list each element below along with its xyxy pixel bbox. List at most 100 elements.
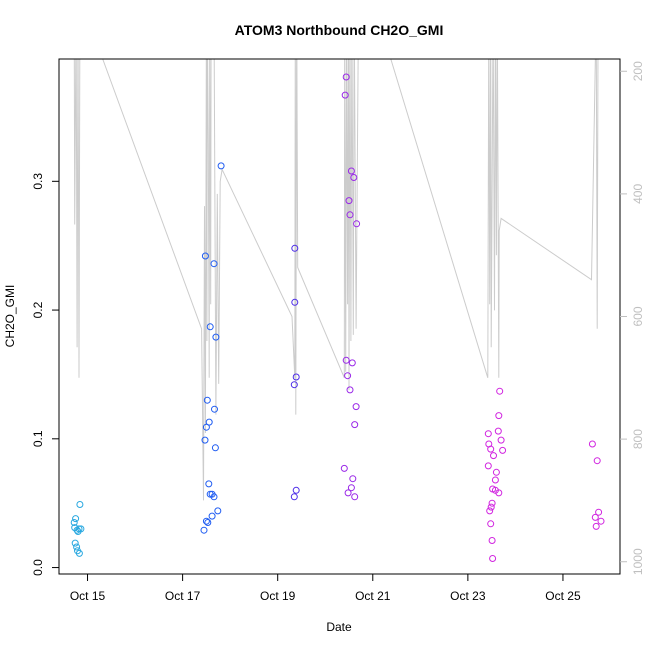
data-point bbox=[489, 555, 497, 562]
data-point bbox=[345, 197, 353, 205]
data-point bbox=[487, 503, 495, 511]
data-point bbox=[486, 507, 494, 515]
data-point bbox=[202, 423, 210, 431]
data-point bbox=[490, 452, 497, 460]
data-point bbox=[210, 260, 218, 268]
data-point bbox=[203, 396, 211, 404]
data-point bbox=[344, 372, 352, 380]
data-point bbox=[487, 520, 495, 528]
data-point bbox=[205, 418, 213, 426]
data-point bbox=[488, 499, 496, 507]
pressure-line bbox=[73, 59, 599, 501]
data-point bbox=[77, 525, 85, 533]
data-point bbox=[349, 475, 357, 483]
data-point bbox=[201, 436, 209, 444]
data-point bbox=[496, 387, 504, 395]
data-point bbox=[488, 537, 496, 544]
x-tick-label: Oct 17 bbox=[165, 589, 201, 603]
data-point bbox=[211, 405, 218, 413]
data-point bbox=[491, 486, 499, 494]
data-point bbox=[497, 436, 505, 444]
data-point bbox=[592, 522, 600, 530]
data-point bbox=[217, 162, 225, 170]
right-y-tick-label: 800 bbox=[631, 429, 645, 449]
pressure-line-layer bbox=[73, 59, 599, 501]
data-point bbox=[292, 486, 300, 494]
data-point bbox=[352, 403, 360, 411]
data-point bbox=[495, 412, 503, 420]
data-point bbox=[491, 476, 499, 484]
data-point bbox=[202, 517, 210, 525]
data-point bbox=[72, 515, 80, 523]
data-point bbox=[208, 512, 216, 520]
x-axis-label: Date bbox=[326, 620, 352, 634]
data-point bbox=[341, 91, 349, 99]
data-point bbox=[76, 501, 84, 508]
y-tick-label: 0.0 bbox=[31, 559, 45, 576]
data-point bbox=[351, 421, 359, 429]
data-point bbox=[344, 489, 352, 497]
data-point bbox=[487, 445, 495, 453]
scatter-points-layer bbox=[70, 73, 605, 562]
data-point bbox=[346, 211, 354, 219]
right-y-tick-label: 1000 bbox=[631, 548, 645, 575]
data-point bbox=[292, 373, 300, 381]
data-point bbox=[206, 323, 214, 331]
data-point bbox=[340, 464, 348, 472]
x-tick-label: Oct 23 bbox=[450, 589, 486, 603]
data-point bbox=[342, 73, 350, 81]
x-tick-label: Oct 21 bbox=[355, 589, 391, 603]
data-point bbox=[291, 244, 299, 252]
data-point bbox=[591, 513, 599, 521]
data-point bbox=[347, 167, 355, 175]
data-point bbox=[210, 493, 218, 501]
data-point bbox=[347, 484, 355, 492]
data-point bbox=[73, 543, 81, 551]
data-point bbox=[353, 220, 361, 228]
data-point bbox=[351, 493, 359, 501]
data-point bbox=[597, 517, 605, 525]
x-tick-label: Oct 19 bbox=[260, 589, 296, 603]
data-point bbox=[204, 519, 212, 526]
data-point bbox=[499, 446, 507, 454]
data-point bbox=[484, 462, 492, 470]
data-point bbox=[593, 457, 601, 465]
y-tick-label: 0.1 bbox=[31, 430, 45, 447]
data-point bbox=[200, 526, 208, 534]
y-tick-label: 0.2 bbox=[31, 301, 45, 318]
data-point bbox=[290, 493, 298, 501]
data-point bbox=[71, 539, 79, 547]
right-y-tick-label: 400 bbox=[631, 184, 645, 204]
data-point bbox=[212, 333, 220, 341]
data-point bbox=[494, 427, 502, 435]
x-axis: Oct 15 Oct 17 Oct 19 Oct 21 Oct 23 Oct 25 bbox=[70, 574, 581, 603]
data-point bbox=[214, 507, 222, 515]
data-point bbox=[73, 526, 81, 534]
x-tick-label: Oct 25 bbox=[545, 589, 581, 603]
y-axis: 0.0 0.1 0.2 0.3 bbox=[31, 173, 59, 576]
y-tick-label: 0.3 bbox=[31, 173, 45, 190]
right-y-tick-label: 200 bbox=[631, 61, 645, 81]
data-point bbox=[346, 386, 354, 394]
chart-title: ATOM3 Northbound CH2O_GMI bbox=[235, 22, 444, 38]
data-point bbox=[484, 430, 492, 438]
data-point bbox=[342, 356, 350, 364]
data-point bbox=[201, 252, 209, 260]
plot-frame bbox=[58, 58, 621, 575]
right-y-axis: 200 400 600 800 1000 bbox=[620, 61, 645, 575]
data-point bbox=[70, 519, 78, 526]
y-axis-label: CH2O_GMI bbox=[3, 285, 17, 348]
data-point bbox=[290, 381, 298, 389]
data-point bbox=[492, 468, 500, 476]
right-y-tick-label: 600 bbox=[631, 306, 645, 326]
data-point bbox=[348, 359, 356, 367]
data-point bbox=[350, 174, 358, 181]
data-point bbox=[291, 298, 299, 306]
data-point bbox=[211, 444, 219, 452]
data-point bbox=[75, 549, 83, 557]
data-point bbox=[595, 508, 603, 516]
data-point bbox=[588, 440, 596, 448]
x-tick-label: Oct 15 bbox=[70, 589, 106, 603]
data-point bbox=[205, 480, 213, 488]
